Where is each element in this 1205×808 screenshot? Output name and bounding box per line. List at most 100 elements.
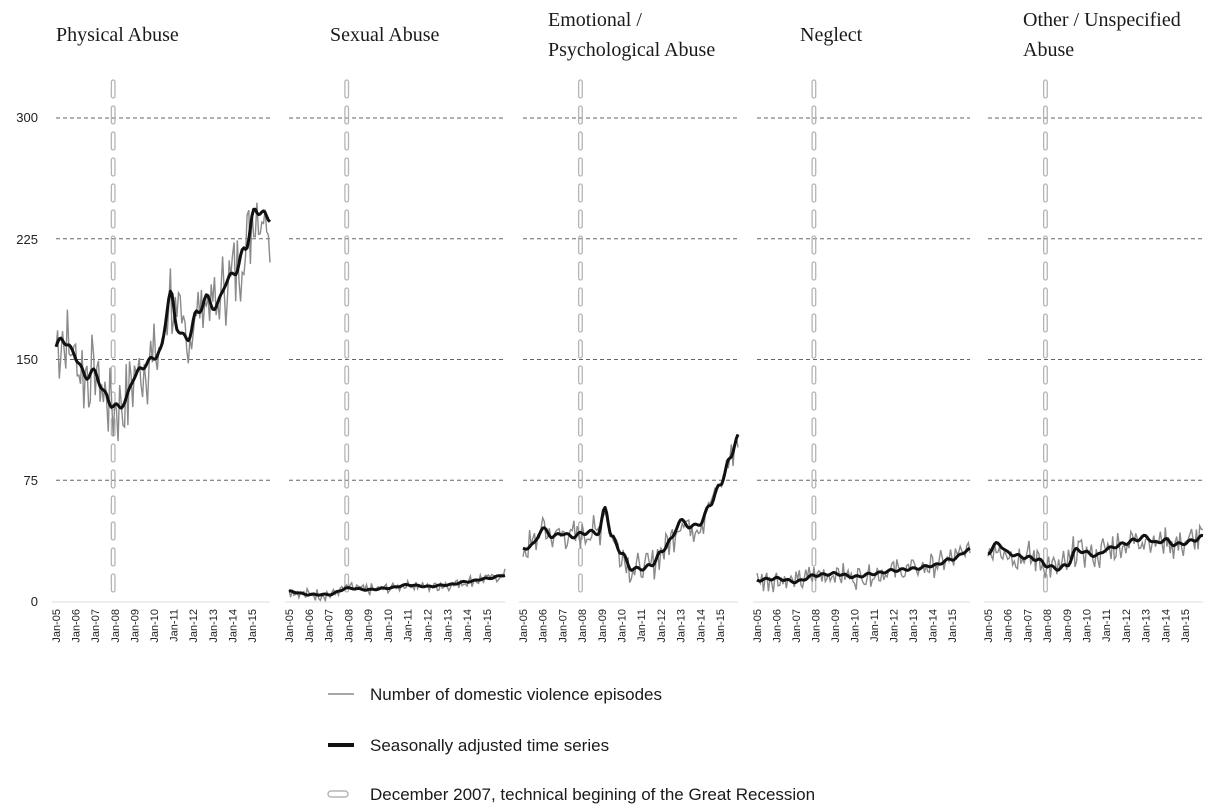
recession-marker	[1042, 391, 1048, 411]
panel-title: Other / Unspecified	[1023, 9, 1181, 31]
recession-marker	[344, 235, 350, 255]
recession-marker	[1042, 209, 1048, 229]
recession-marker	[344, 339, 350, 359]
x-tick-label: Jan-14	[227, 609, 239, 643]
x-tick-label: Jan-05	[518, 609, 530, 643]
recession-marker	[1042, 339, 1048, 359]
recession-marker	[577, 443, 583, 463]
recession-marker	[110, 131, 116, 151]
x-tick-label: Jan-14	[1160, 609, 1172, 643]
panel	[54, 79, 272, 593]
x-tick-label: Jan-06	[538, 609, 550, 643]
recession-marker	[577, 79, 583, 99]
x-tick-label: Jan-06	[71, 609, 83, 643]
recession-marker	[110, 183, 116, 203]
recession-marker	[1042, 157, 1048, 177]
recession-marker	[577, 287, 583, 307]
legend: Number of domestic violence episodes Sea…	[327, 685, 815, 804]
recession-marker	[344, 521, 350, 541]
x-tick-label: Jan-09	[1062, 609, 1074, 643]
recession-marker	[344, 183, 350, 203]
x-tick-label: Jan-15	[947, 609, 959, 643]
recession-marker	[811, 209, 817, 229]
panel-title: Sexual Abuse	[330, 24, 440, 46]
panel	[987, 79, 1204, 593]
x-tick-label: Jan-05	[284, 609, 296, 643]
x-tick-label: Jan-07	[791, 609, 803, 643]
recession-marker	[1042, 469, 1048, 489]
x-tick-label: Jan-06	[1003, 609, 1015, 643]
panel-title: Emotional /	[548, 9, 642, 31]
y-tick-label: 0	[31, 594, 38, 609]
recession-marker	[110, 313, 116, 333]
recession-marker	[110, 573, 116, 593]
recession-marker	[1042, 287, 1048, 307]
x-tick-label: Jan-12	[188, 609, 200, 643]
recession-marker	[811, 365, 817, 385]
recession-marker	[110, 521, 116, 541]
recession-marker	[577, 157, 583, 177]
x-tick-label: Jan-10	[149, 609, 161, 643]
recession-marker	[344, 495, 350, 515]
recession-marker	[344, 157, 350, 177]
recession-marker	[344, 131, 350, 151]
x-tick-label: Jan-08	[343, 609, 355, 643]
recession-marker	[811, 547, 817, 567]
x-tick-label: Jan-08	[811, 609, 823, 643]
panel	[288, 79, 506, 604]
recession-marker	[577, 417, 583, 437]
recession-marker	[110, 157, 116, 177]
recession-marker	[811, 105, 817, 125]
x-tick-label: Jan-05	[752, 609, 764, 643]
x-tick-label: Jan-13	[1141, 609, 1153, 643]
recession-marker	[577, 339, 583, 359]
series-raw-line	[987, 523, 1203, 579]
series-raw-line	[756, 540, 971, 593]
recession-marker	[344, 365, 350, 385]
x-tick-label: Jan-15	[1180, 609, 1192, 643]
x-tick-label: Jan-13	[442, 609, 454, 643]
recession-marker	[577, 469, 583, 489]
x-tick-label: Jan-10	[383, 609, 395, 643]
panel	[522, 79, 740, 593]
recession-marker	[344, 261, 350, 281]
x-tick-label: Jan-15	[247, 609, 259, 643]
x-tick-label: Jan-12	[889, 609, 901, 643]
recession-marker	[811, 313, 817, 333]
recession-marker	[1042, 261, 1048, 281]
legend-label-recession: December 2007, technical begining of the…	[370, 785, 815, 804]
recession-marker	[344, 313, 350, 333]
recession-marker	[811, 261, 817, 281]
x-tick-label: Jan-06	[772, 609, 784, 643]
x-tick-label: Jan-06	[304, 609, 316, 643]
axes-layer: Jan-05 Jan-06 Jan-07 Jan-08 Jan-09 Jan-10 Jan-…	[51, 601, 1203, 643]
series-adjusted-line	[987, 533, 1204, 572]
recession-marker	[110, 339, 116, 359]
recession-marker	[1042, 495, 1048, 515]
recession-marker	[1042, 313, 1048, 333]
x-tick-label: Jan-13	[908, 609, 920, 643]
recession-marker	[577, 131, 583, 151]
recession-marker	[1042, 105, 1048, 125]
x-tick-label: Jan-07	[557, 609, 569, 643]
x-tick-label: Jan-05	[51, 609, 63, 643]
recession-marker	[344, 547, 350, 567]
recession-marker	[1042, 183, 1048, 203]
series-adjusted-line	[54, 207, 272, 410]
recession-marker	[1042, 79, 1048, 99]
x-tick-label: Jan-13	[208, 609, 220, 643]
recession-marker	[577, 547, 583, 567]
y-tick-label: 225	[16, 232, 38, 247]
recession-marker	[1042, 417, 1048, 437]
panel-title: Neglect	[800, 24, 863, 46]
x-tick-label: Jan-10	[616, 609, 628, 643]
recession-marker	[110, 79, 116, 99]
recession-marker	[577, 235, 583, 255]
recession-marker	[110, 443, 116, 463]
recession-marker	[811, 391, 817, 411]
recession-marker	[577, 365, 583, 385]
recession-marker	[811, 443, 817, 463]
legend-swatch-recession	[327, 790, 349, 798]
recession-marker	[811, 417, 817, 437]
x-tick-label: Jan-07	[1022, 609, 1034, 643]
